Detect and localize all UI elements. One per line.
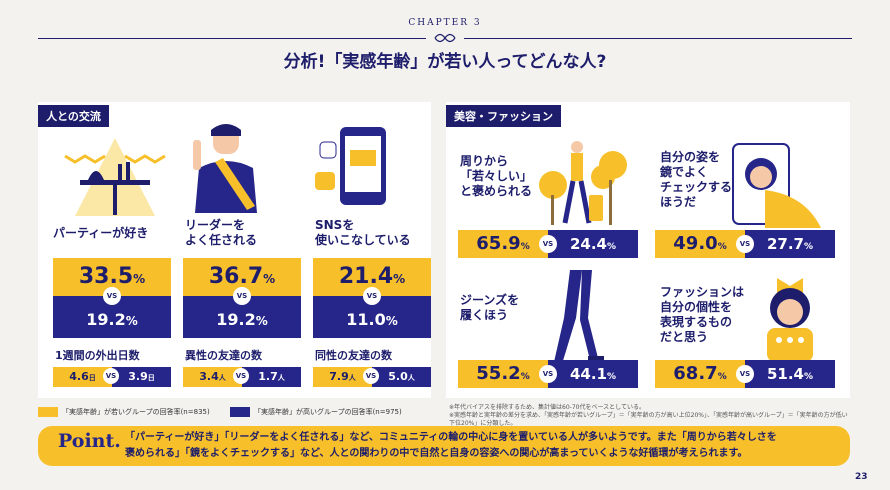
mirror-woman-icon bbox=[732, 143, 821, 228]
stat-box-sns: 21.4% 11.0% VS bbox=[313, 258, 431, 338]
point-line-2: 褒められる」「鏡をよくチェックする」など、人との関わりの中で自然と自身の容姿への… bbox=[125, 448, 748, 459]
smartphone-sns-icon bbox=[315, 127, 386, 205]
same-young-value: 7.9 bbox=[329, 370, 349, 383]
stat-bar-youthful: 65.9% 24.4% VS bbox=[458, 230, 638, 258]
vs-badge: VS bbox=[103, 368, 119, 384]
vs-badge: VS bbox=[103, 287, 121, 305]
stat-box-leader: 36.7% 19.2% VS bbox=[183, 258, 301, 338]
party-table-icon bbox=[64, 138, 166, 216]
tag-social: 人との交流 bbox=[38, 105, 109, 127]
point-text: 「パーティーが好き」「リーダーをよく任される」など、コミュニティの輪の中心に身を… bbox=[125, 430, 845, 462]
stat-bar-mirror: 49.0% 27.7% VS bbox=[655, 230, 835, 258]
jeans-legs-icon bbox=[550, 270, 604, 366]
point-banner bbox=[38, 426, 850, 466]
fashion-young-value: 68.7 bbox=[673, 363, 718, 384]
label-party: パーティーが好き bbox=[53, 226, 149, 240]
stat-row-opposite-friends: 3.4人 1.7人 VS bbox=[183, 367, 301, 387]
stat-row-same-friends: 7.9人 5.0人 VS bbox=[313, 367, 431, 387]
legend-swatch-old bbox=[230, 407, 250, 417]
stat-bar-jeans: 55.2% 44.1% VS bbox=[458, 360, 638, 388]
header-rule-left bbox=[38, 38, 426, 39]
vs-badge: VS bbox=[363, 287, 381, 305]
label-opposite-friends: 異性の友達の数 bbox=[185, 349, 262, 362]
vs-badge: VS bbox=[233, 287, 251, 305]
label-sns: SNSを 使いこなしている bbox=[315, 218, 411, 247]
leader-person-icon bbox=[193, 124, 257, 213]
outings-old-value: 3.9 bbox=[128, 370, 148, 383]
leader-old-value: 19.2 bbox=[216, 310, 256, 329]
vs-badge: VS bbox=[233, 368, 249, 384]
label-same-friends: 同性の友達の数 bbox=[315, 349, 392, 362]
opposite-old-value: 1.7 bbox=[258, 370, 278, 383]
tag-beauty: 美容・ファッション bbox=[446, 105, 561, 127]
page-number: 23 bbox=[855, 472, 868, 482]
legend-swatch-young bbox=[38, 407, 58, 417]
chapter-label: CHAPTER 3 bbox=[408, 18, 482, 28]
mirror-old-value: 27.7 bbox=[766, 235, 804, 253]
vs-badge: VS bbox=[539, 365, 557, 383]
same-old-value: 5.0 bbox=[388, 370, 408, 383]
fashion-girl-icon bbox=[767, 278, 813, 362]
label-outings: 1週間の外出日数 bbox=[55, 349, 140, 362]
party-old-value: 19.2 bbox=[86, 310, 126, 329]
opposite-young-value: 3.4 bbox=[199, 370, 219, 383]
leader-young-value: 36.7 bbox=[208, 264, 264, 289]
sns-young-value: 21.4 bbox=[338, 264, 394, 289]
youthful-old-value: 24.4 bbox=[569, 235, 607, 253]
vs-badge: VS bbox=[736, 365, 754, 383]
label-youthful: 周りから 「若々しい」 と褒められる bbox=[460, 154, 533, 198]
vs-badge: VS bbox=[539, 235, 557, 253]
label-fashion: ファッションは 自分の個性を 表現するもの だと思う bbox=[660, 285, 745, 344]
stat-row-outings: 4.6日 3.9日 VS bbox=[53, 367, 171, 387]
point-label: Point. bbox=[58, 430, 121, 452]
label-jeans: ジーンズを 履くほう bbox=[460, 293, 520, 322]
header-rule-right bbox=[464, 38, 852, 39]
ornament-icon bbox=[434, 33, 456, 43]
stat-box-party: 33.5% 19.2% VS bbox=[53, 258, 171, 338]
walking-person-icon bbox=[539, 141, 627, 225]
jeans-old-value: 44.1 bbox=[569, 365, 607, 383]
note-1: ※年代バイアスを排除するため、集計値は60-70代をベースとしている。 bbox=[449, 404, 645, 411]
label-mirror: 自分の姿を 鏡でよく チェックする ほうだ bbox=[660, 150, 733, 209]
youthful-young-value: 65.9 bbox=[476, 233, 521, 254]
legend-young: 「実感年齢」が若いグループの回答率(n=835) bbox=[62, 408, 210, 416]
page-title: 分析!「実感年齢」が若い人ってどんな人? bbox=[283, 52, 607, 72]
sns-old-value: 11.0 bbox=[346, 310, 386, 329]
jeans-young-value: 55.2 bbox=[476, 363, 521, 384]
party-young-value: 33.5 bbox=[78, 264, 134, 289]
vs-badge: VS bbox=[363, 368, 379, 384]
vs-badge: VS bbox=[736, 235, 754, 253]
legend-old: 「実感年齢」が高いグループの回答率(n=975) bbox=[254, 408, 402, 416]
outings-young-value: 4.6 bbox=[69, 370, 89, 383]
label-leader: リーダーを よく任される bbox=[185, 218, 258, 247]
stat-bar-fashion: 68.7% 51.4% VS bbox=[655, 360, 835, 388]
mirror-young-value: 49.0 bbox=[673, 233, 718, 254]
point-line-1: 「パーティーが好き」「リーダーをよく任される」など、コミュニティの輪の中心に身を… bbox=[125, 432, 777, 443]
note-2: ※実感年齢と実年齢の差分を求め、「実感年齢が若いグループ」＝「実年齢の方が高い上… bbox=[449, 412, 848, 427]
fashion-old-value: 51.4 bbox=[766, 365, 804, 383]
